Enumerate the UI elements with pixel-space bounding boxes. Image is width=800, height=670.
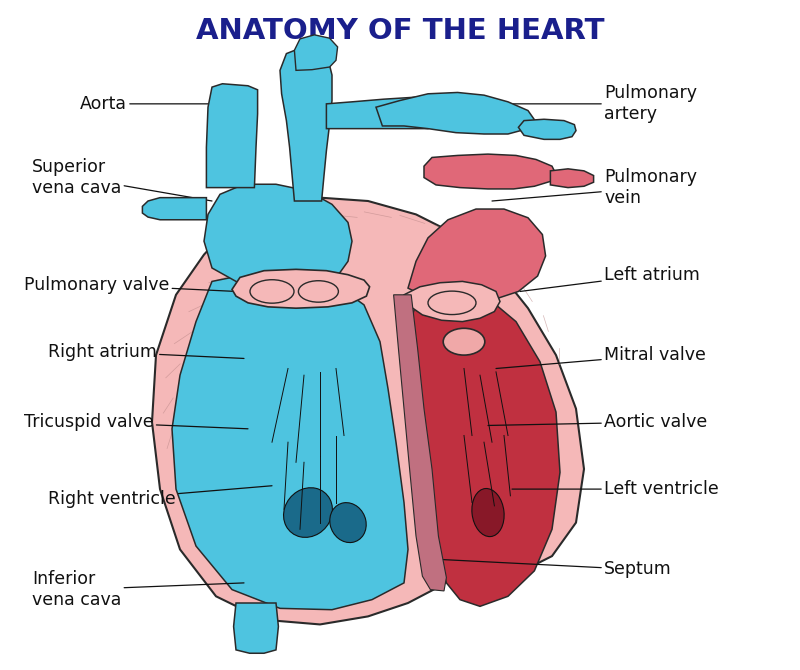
Text: Left ventricle: Left ventricle xyxy=(512,480,718,498)
Polygon shape xyxy=(280,48,332,201)
Polygon shape xyxy=(204,184,352,291)
Text: Pulmonary valve: Pulmonary valve xyxy=(24,276,236,293)
Polygon shape xyxy=(206,84,258,188)
Polygon shape xyxy=(152,198,584,624)
Polygon shape xyxy=(408,209,546,303)
Ellipse shape xyxy=(472,488,504,537)
Text: Mitral valve: Mitral valve xyxy=(496,346,706,368)
Ellipse shape xyxy=(298,281,338,302)
Ellipse shape xyxy=(250,280,294,304)
Polygon shape xyxy=(232,269,370,308)
Text: Pulmonary
vein: Pulmonary vein xyxy=(492,168,697,207)
Polygon shape xyxy=(404,281,560,606)
Polygon shape xyxy=(172,273,408,610)
Ellipse shape xyxy=(330,502,366,543)
Text: Inferior
vena cava: Inferior vena cava xyxy=(32,570,244,609)
Polygon shape xyxy=(518,119,576,139)
Polygon shape xyxy=(142,198,206,220)
Polygon shape xyxy=(234,603,278,653)
Ellipse shape xyxy=(428,291,476,315)
Text: Aorta: Aorta xyxy=(80,95,252,113)
Text: Right ventricle: Right ventricle xyxy=(48,486,272,508)
Polygon shape xyxy=(424,154,556,189)
Text: Aortic valve: Aortic valve xyxy=(488,413,707,431)
Text: ANATOMY OF THE HEART: ANATOMY OF THE HEART xyxy=(196,17,604,45)
Text: Tricuspid valve: Tricuspid valve xyxy=(24,413,248,431)
Text: Septum: Septum xyxy=(440,559,672,578)
Polygon shape xyxy=(404,281,500,322)
Polygon shape xyxy=(550,169,594,188)
Text: Right atrium: Right atrium xyxy=(48,343,244,360)
Polygon shape xyxy=(376,92,536,134)
Text: Superior
vena cava: Superior vena cava xyxy=(32,158,212,201)
Polygon shape xyxy=(294,35,338,70)
Text: Pulmonary
artery: Pulmonary artery xyxy=(456,84,697,123)
Ellipse shape xyxy=(443,328,485,355)
Polygon shape xyxy=(394,295,446,591)
Text: Left atrium: Left atrium xyxy=(520,266,700,291)
Ellipse shape xyxy=(283,488,333,537)
Polygon shape xyxy=(326,97,448,129)
